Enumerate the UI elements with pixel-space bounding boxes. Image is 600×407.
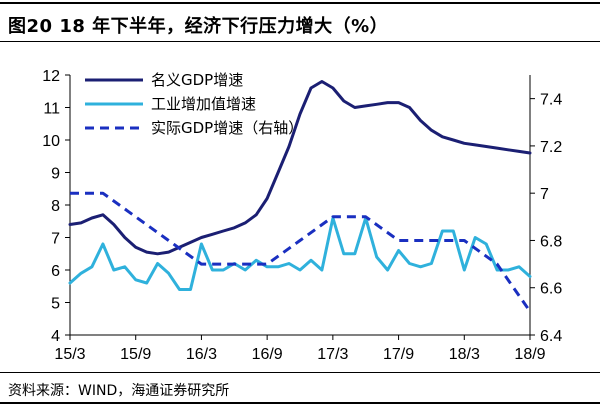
right-tick-label: 7.4 (540, 92, 562, 109)
left-tick-label: 11 (43, 101, 60, 118)
x-tick-label: 16/9 (252, 346, 283, 363)
x-tick-label: 17/9 (383, 346, 414, 363)
figure-title: 图20 18 年下半年，经济下行压力增大（%） (8, 16, 389, 37)
left-tick-label: 4 (51, 328, 60, 345)
left-tick-label: 6 (51, 263, 60, 280)
axes-group: 4 5 6 7 8 9 10 11 12 6.4 6.6 6.8 7 7.2 7.4 15/3 15/9 16/3… (42, 68, 562, 363)
x-tick-label: 16/3 (186, 346, 217, 363)
source-note: 资料来源：WIND，海通证券研究所 (8, 383, 230, 399)
top-rule (0, 2, 600, 4)
left-tick-label: 10 (42, 133, 60, 150)
left-tick-label: 7 (51, 231, 60, 248)
nominal-gdp-line (68, 80, 532, 256)
legend-label: 名义GDP增速 (151, 71, 243, 89)
industrial-output-line (68, 216, 532, 291)
x-tick-label: 15/3 (54, 346, 85, 363)
x-tick-label: 18/9 (514, 346, 545, 363)
footer-rule (0, 372, 600, 373)
bottom-rule (0, 402, 600, 404)
left-tick-label: 8 (51, 198, 60, 215)
line-chart: 4 5 6 7 8 9 10 11 12 6.4 6.6 6.8 7 7.2 7.4 15/3 15/9 16/3… (42, 68, 562, 363)
legend-label: 工业增加值增速 (151, 95, 256, 113)
right-tick-label: 6.6 (540, 281, 562, 298)
real-gdp-line (70, 191, 532, 313)
legend-label: 实际GDP增速（右轴） (151, 119, 303, 137)
left-tick-label: 12 (42, 68, 60, 85)
right-tick-label: 6.8 (540, 233, 562, 250)
title-underline (0, 41, 600, 42)
x-tick-label: 18/3 (449, 346, 480, 363)
series-group (68, 80, 532, 313)
x-tick-label: 15/9 (120, 346, 151, 363)
x-tick-label: 17/3 (317, 346, 348, 363)
right-tick-label: 6.4 (540, 328, 562, 345)
right-tick-label: 7 (540, 186, 549, 203)
left-tick-label: 5 (51, 296, 60, 313)
right-tick-label: 7.2 (540, 139, 562, 156)
left-tick-label: 9 (51, 166, 60, 183)
